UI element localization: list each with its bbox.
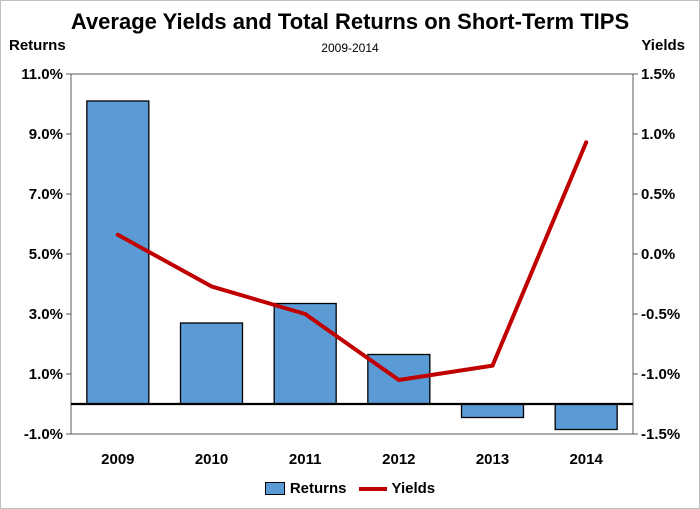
x-tick-label: 2010 (195, 451, 228, 468)
x-tick-label: 2011 (289, 451, 322, 468)
left-tick-label: 3.0% (29, 306, 63, 323)
right-tick-label: -1.5% (641, 426, 680, 443)
right-tick-label: 0.5% (641, 186, 675, 203)
left-tick-label: 5.0% (29, 246, 63, 263)
left-tick-label: 11.0% (21, 66, 63, 83)
right-axis-title: Yields (641, 37, 685, 54)
right-tick-label: -1.0% (641, 366, 680, 383)
returns-bar (86, 100, 150, 405)
yields-point (209, 284, 214, 289)
x-tick-label: 2014 (569, 451, 603, 468)
returns-bar (554, 403, 618, 431)
left-tick-label: -1.0% (24, 426, 63, 443)
yields-point (115, 232, 120, 237)
legend-swatch-yields (358, 486, 387, 491)
left-tick-label: 7.0% (29, 186, 63, 203)
x-tick-label: 2012 (382, 451, 415, 468)
legend-label-yields: Yields (391, 480, 436, 497)
returns-bar (179, 322, 244, 405)
left-axis-title: Returns (9, 37, 66, 54)
right-tick-label: 1.0% (641, 126, 675, 143)
right-tick-label: -0.5% (641, 306, 680, 323)
returns-bar (460, 403, 525, 419)
legend-item-returns: Returns (264, 480, 347, 497)
x-tick-label: 2009 (101, 451, 134, 468)
right-tick-label: 0.0% (641, 246, 675, 263)
chart-title: Average Yields and Total Returns on Shor… (70, 9, 630, 34)
legend-label-returns: Returns (289, 480, 347, 497)
legend-item-yields: Yields (358, 480, 436, 497)
legend-swatch-returns (264, 482, 285, 495)
left-tick-label: 9.0% (29, 126, 63, 143)
returns-bar (273, 302, 337, 405)
left-tick-label: 1.0% (29, 366, 63, 383)
yields-point (396, 378, 401, 382)
right-tick-label: 1.5% (641, 66, 675, 83)
yields-point (584, 140, 589, 145)
chart-subtitle: 2009-2014 (321, 41, 379, 55)
x-tick-label: 2013 (476, 451, 509, 468)
yields-point (490, 363, 495, 368)
yields-point (303, 312, 308, 316)
yields-line (115, 140, 589, 382)
legend: Returns Yields (1, 480, 699, 497)
